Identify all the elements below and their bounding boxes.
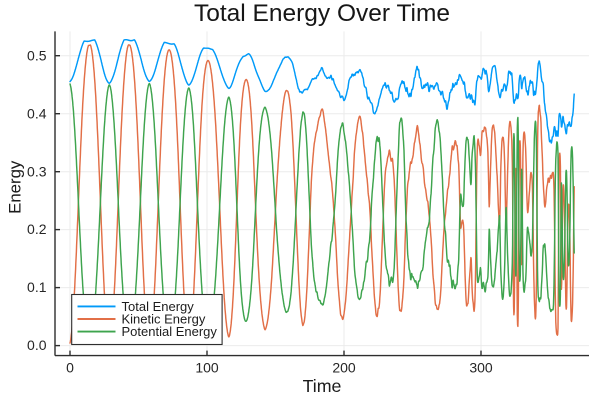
svg-text:Energy: Energy	[6, 160, 25, 214]
svg-text:0.2: 0.2	[27, 221, 47, 237]
svg-text:0.0: 0.0	[27, 337, 47, 353]
svg-text:Potential Energy: Potential Energy	[122, 324, 218, 339]
svg-text:Total Energy Over Time: Total Energy Over Time	[194, 0, 450, 27]
svg-text:0.3: 0.3	[27, 163, 47, 179]
svg-text:0: 0	[66, 360, 74, 376]
svg-text:Kinetic Energy: Kinetic Energy	[122, 312, 206, 327]
svg-text:0.1: 0.1	[27, 279, 47, 295]
svg-text:0.4: 0.4	[27, 105, 47, 121]
svg-text:200: 200	[332, 360, 356, 376]
svg-text:0.5: 0.5	[27, 47, 47, 63]
svg-text:Time: Time	[303, 376, 342, 396]
svg-text:300: 300	[469, 360, 493, 376]
svg-text:Total Energy: Total Energy	[122, 299, 195, 314]
svg-text:100: 100	[195, 360, 219, 376]
